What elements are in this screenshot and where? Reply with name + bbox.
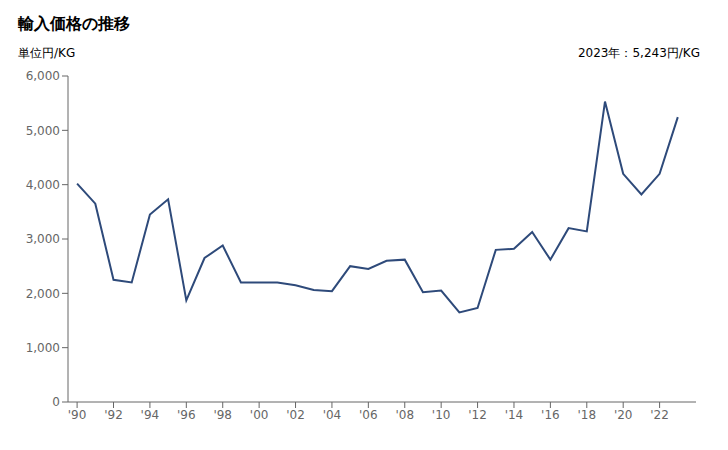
- svg-text:'16: '16: [541, 408, 560, 422]
- html-text:2023年：5,243円/KG: 2023年：5,243円/KG: [577, 46, 700, 60]
- svg-text:3,000: 3,000: [26, 232, 60, 246]
- svg-text:5,000: 5,000: [26, 124, 60, 138]
- svg-text:'10: '10: [432, 408, 451, 422]
- svg-text:'22: '22: [650, 408, 669, 422]
- svg-text:'18: '18: [577, 408, 596, 422]
- svg-text:'06: '06: [359, 408, 378, 422]
- svg-text:'90: '90: [68, 408, 87, 422]
- svg-text:'14: '14: [505, 408, 524, 422]
- svg-text:'02: '02: [286, 408, 305, 422]
- svg-text:0: 0: [52, 395, 60, 409]
- html-text:輸入価格の推移: 輸入価格の推移: [18, 14, 130, 33]
- svg-text:'04: '04: [323, 408, 342, 422]
- svg-text:'96: '96: [177, 408, 196, 422]
- svg-text:'00: '00: [250, 408, 269, 422]
- svg-text:'94: '94: [141, 408, 160, 422]
- html-text:単位円/KG: 単位円/KG: [18, 46, 76, 60]
- svg-text:'98: '98: [213, 408, 232, 422]
- svg-text:'12: '12: [468, 408, 487, 422]
- svg-text:1,000: 1,000: [26, 341, 60, 355]
- svg-text:'20: '20: [614, 408, 633, 422]
- svg-text:4,000: 4,000: [26, 178, 60, 192]
- svg-text:2,000: 2,000: [26, 287, 60, 301]
- svg-text:'92: '92: [104, 408, 123, 422]
- svg-text:'08: '08: [395, 408, 414, 422]
- svg-text:6,000: 6,000: [26, 69, 60, 83]
